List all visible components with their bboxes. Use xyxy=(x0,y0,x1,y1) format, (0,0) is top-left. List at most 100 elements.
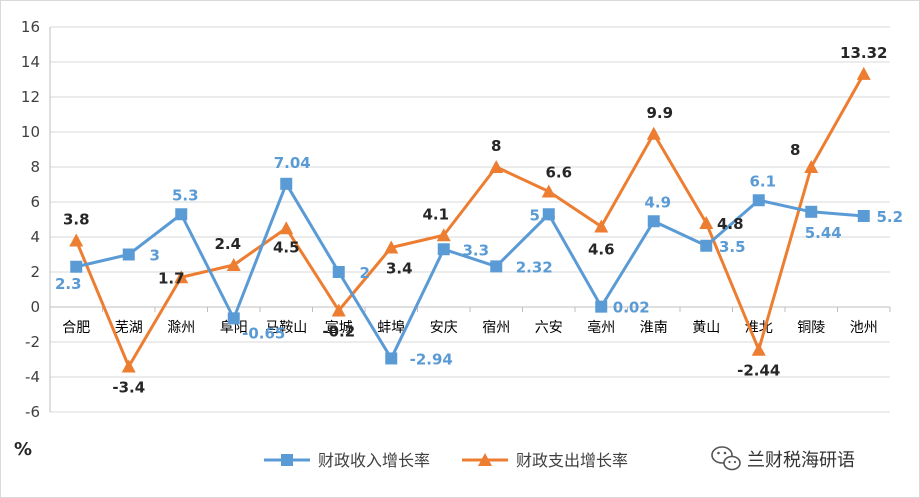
data-label: 0.02 xyxy=(613,299,650,317)
category-label: 蚌埠 xyxy=(377,319,405,336)
data-label: 4.9 xyxy=(644,193,671,211)
data-point xyxy=(70,260,83,273)
y-tick-label: -6 xyxy=(25,403,40,421)
data-point xyxy=(805,205,818,218)
y-tick-label: 10 xyxy=(21,123,40,141)
category-label: 淮南 xyxy=(640,320,668,336)
series-line-expense xyxy=(74,73,866,368)
data-point xyxy=(122,248,135,261)
data-point xyxy=(437,243,450,256)
data-point xyxy=(490,260,503,273)
data-label: 13.32 xyxy=(840,44,887,62)
data-point xyxy=(280,177,293,190)
category-label: 宿州 xyxy=(482,319,510,336)
y-tick-label: 0 xyxy=(30,298,40,316)
data-label: 3.3 xyxy=(462,241,489,259)
data-label: 9.9 xyxy=(646,104,673,122)
data-label: 2 xyxy=(360,264,370,282)
data-label: 5.44 xyxy=(805,224,842,242)
data-point xyxy=(751,342,766,356)
data-point xyxy=(279,221,294,235)
legend-label: 财政收入增长率 xyxy=(318,451,430,470)
data-label: 4.8 xyxy=(717,215,744,233)
data-point xyxy=(174,270,189,284)
legend-label: 财政支出增长率 xyxy=(516,451,628,470)
data-label: 7.04 xyxy=(274,154,311,172)
data-point xyxy=(478,453,492,466)
unit-label: % xyxy=(14,439,32,460)
category-label: 滁州 xyxy=(167,320,195,336)
watermark: 兰财税海研语 xyxy=(711,446,855,471)
data-label: 4.1 xyxy=(422,205,449,223)
y-tick-label: 6 xyxy=(30,193,40,211)
data-label: -0.65 xyxy=(242,324,285,342)
series-line-income xyxy=(75,182,864,360)
y-tick-label: -2 xyxy=(25,333,40,351)
category-label: 黄山 xyxy=(692,319,720,336)
data-label: 3.4 xyxy=(386,260,413,278)
data-label: 6.1 xyxy=(749,172,776,190)
data-point xyxy=(595,300,608,313)
data-label: 8 xyxy=(491,137,501,155)
data-label: 3.8 xyxy=(63,211,90,229)
y-tick-label: 16 xyxy=(21,18,40,36)
data-point xyxy=(331,303,346,317)
y-tick-label: 14 xyxy=(21,53,40,71)
data-label: 3.5 xyxy=(719,238,746,256)
data-point xyxy=(699,216,714,229)
data-point xyxy=(857,210,870,222)
category-label: 阜阳 xyxy=(220,319,248,336)
data-label: 5.3 xyxy=(172,186,199,204)
data-point xyxy=(489,160,504,173)
data-label: -3.4 xyxy=(112,379,145,397)
watermark-text: 兰财税海研语 xyxy=(747,450,855,471)
data-point xyxy=(121,359,136,373)
wechat-icon xyxy=(711,446,741,471)
data-point xyxy=(856,66,871,80)
data-point xyxy=(384,240,399,254)
data-point xyxy=(385,352,398,365)
category-label: 马鞍山 xyxy=(265,320,307,336)
data-point xyxy=(804,160,819,173)
gridlines xyxy=(50,26,890,413)
data-point xyxy=(542,208,555,221)
data-label: 5.3 xyxy=(529,206,556,224)
data-point xyxy=(646,126,661,140)
data-point xyxy=(647,215,660,228)
category-label: 宣城 xyxy=(325,320,353,336)
data-point xyxy=(226,258,241,271)
data-point xyxy=(332,266,345,278)
y-axis: -6 -4 -2 0 2 4 6 8 10 12 14 16 xyxy=(21,18,51,421)
data-point xyxy=(436,228,451,242)
data-label: -2.94 xyxy=(410,350,453,368)
data-label: 1.7 xyxy=(158,269,185,287)
data-point xyxy=(541,184,556,198)
category-label: 安庆 xyxy=(430,320,458,336)
data-label: 3 xyxy=(150,247,160,265)
data-label: 2.3 xyxy=(55,275,82,293)
legend: 财政收入增长率 财政支出增长率 xyxy=(264,451,628,470)
data-label: -0.2 xyxy=(322,323,355,341)
data-label: 2.32 xyxy=(516,258,553,276)
category-label: 池州 xyxy=(850,320,878,336)
y-tick-label: 4 xyxy=(30,228,40,246)
data-label: -2.44 xyxy=(737,362,780,380)
data-label: 4.6 xyxy=(588,241,615,259)
data-point xyxy=(227,312,240,325)
data-label: 2.4 xyxy=(214,235,241,253)
data-label: 5.2 xyxy=(876,208,903,226)
y-tick-label: 8 xyxy=(30,158,40,176)
category-label: 亳州 xyxy=(587,319,615,336)
y-tick-label: 12 xyxy=(21,88,40,106)
category-label: 六安 xyxy=(535,320,563,336)
data-point xyxy=(752,194,765,207)
category-label: 合肥 xyxy=(62,320,90,336)
data-label: 8 xyxy=(790,141,800,159)
data-point xyxy=(69,233,84,247)
data-point xyxy=(175,208,188,221)
data-label: 4.5 xyxy=(273,238,300,256)
x-axis: 合肥 芜湖 滁州 阜阳 马鞍山 宣城 蚌埠 安庆 宿州 六安 亳州 淮南 黄山 淮北 铜陵 池州 xyxy=(49,306,891,336)
y-tick-label: -4 xyxy=(25,368,40,386)
category-label: 铜陵 xyxy=(797,320,825,336)
